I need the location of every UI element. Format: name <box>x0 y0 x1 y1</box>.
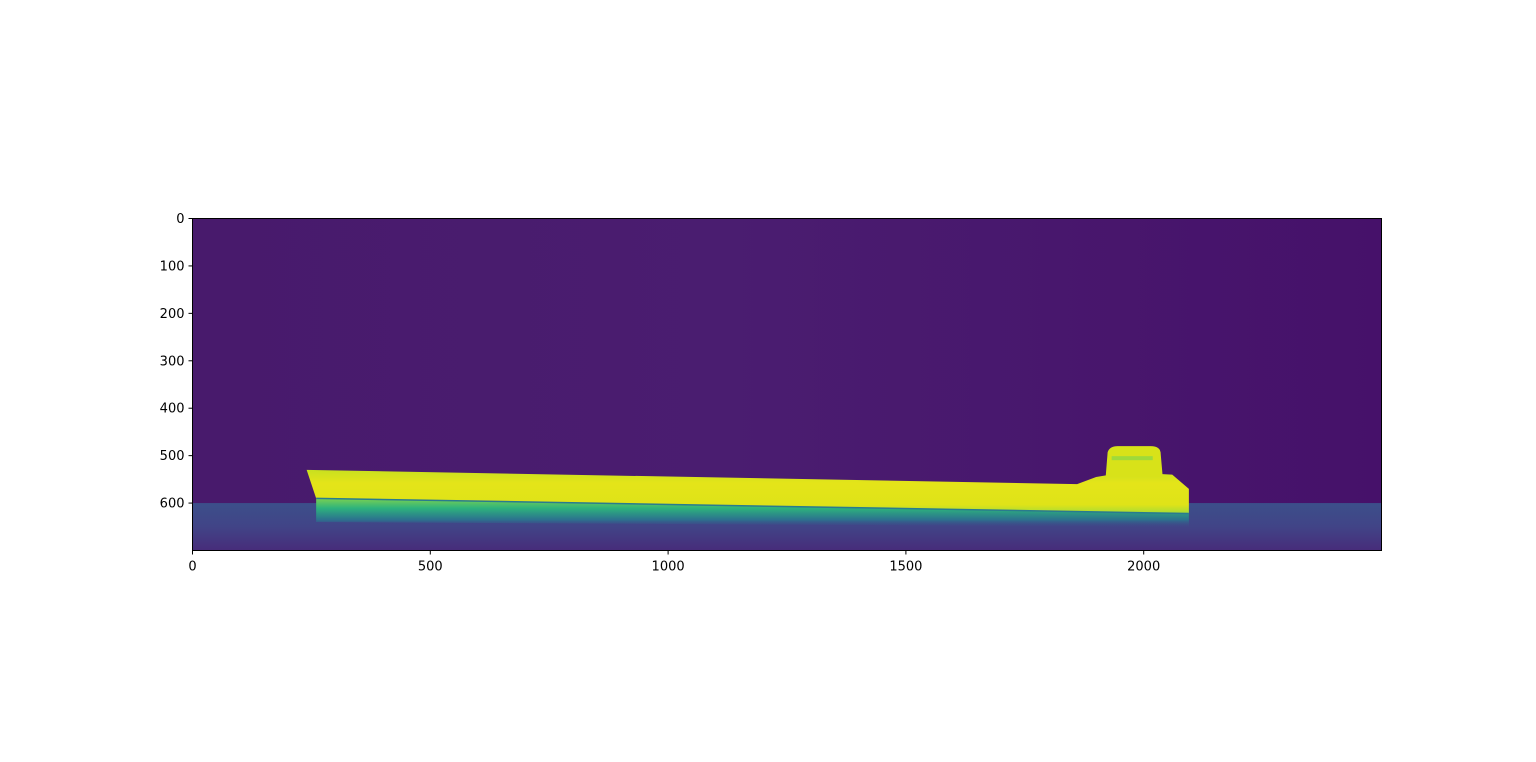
x-tick-label: 1000 <box>652 560 685 575</box>
x-tick-label: 1500 <box>889 560 922 575</box>
x-tick-label: 0 <box>188 560 196 575</box>
image-raised-block-detail <box>1111 456 1153 461</box>
y-tick-label: 0 <box>176 212 184 227</box>
axes-frame <box>192 218 1382 551</box>
plot-area <box>192 218 1382 551</box>
y-axis: 0 100 200 300 400 500 600 <box>160 212 193 512</box>
image-raised-block <box>1105 446 1163 477</box>
y-tick-label: 200 <box>160 307 185 322</box>
x-tick-label: 500 <box>418 560 443 575</box>
y-tick-label: 600 <box>160 497 185 512</box>
x-tick-label: 2000 <box>1127 560 1160 575</box>
y-tick-label: 300 <box>160 354 185 369</box>
image-bright-specimen <box>306 469 1189 514</box>
y-tick-label: 500 <box>160 449 185 464</box>
x-axis: 0 500 1000 1500 2000 <box>188 550 1160 575</box>
y-tick-label: 400 <box>160 402 185 417</box>
y-tick-label: 100 <box>160 259 185 274</box>
image-reflection-band <box>316 498 1189 527</box>
image-specimen-edge-line <box>316 497 1189 515</box>
